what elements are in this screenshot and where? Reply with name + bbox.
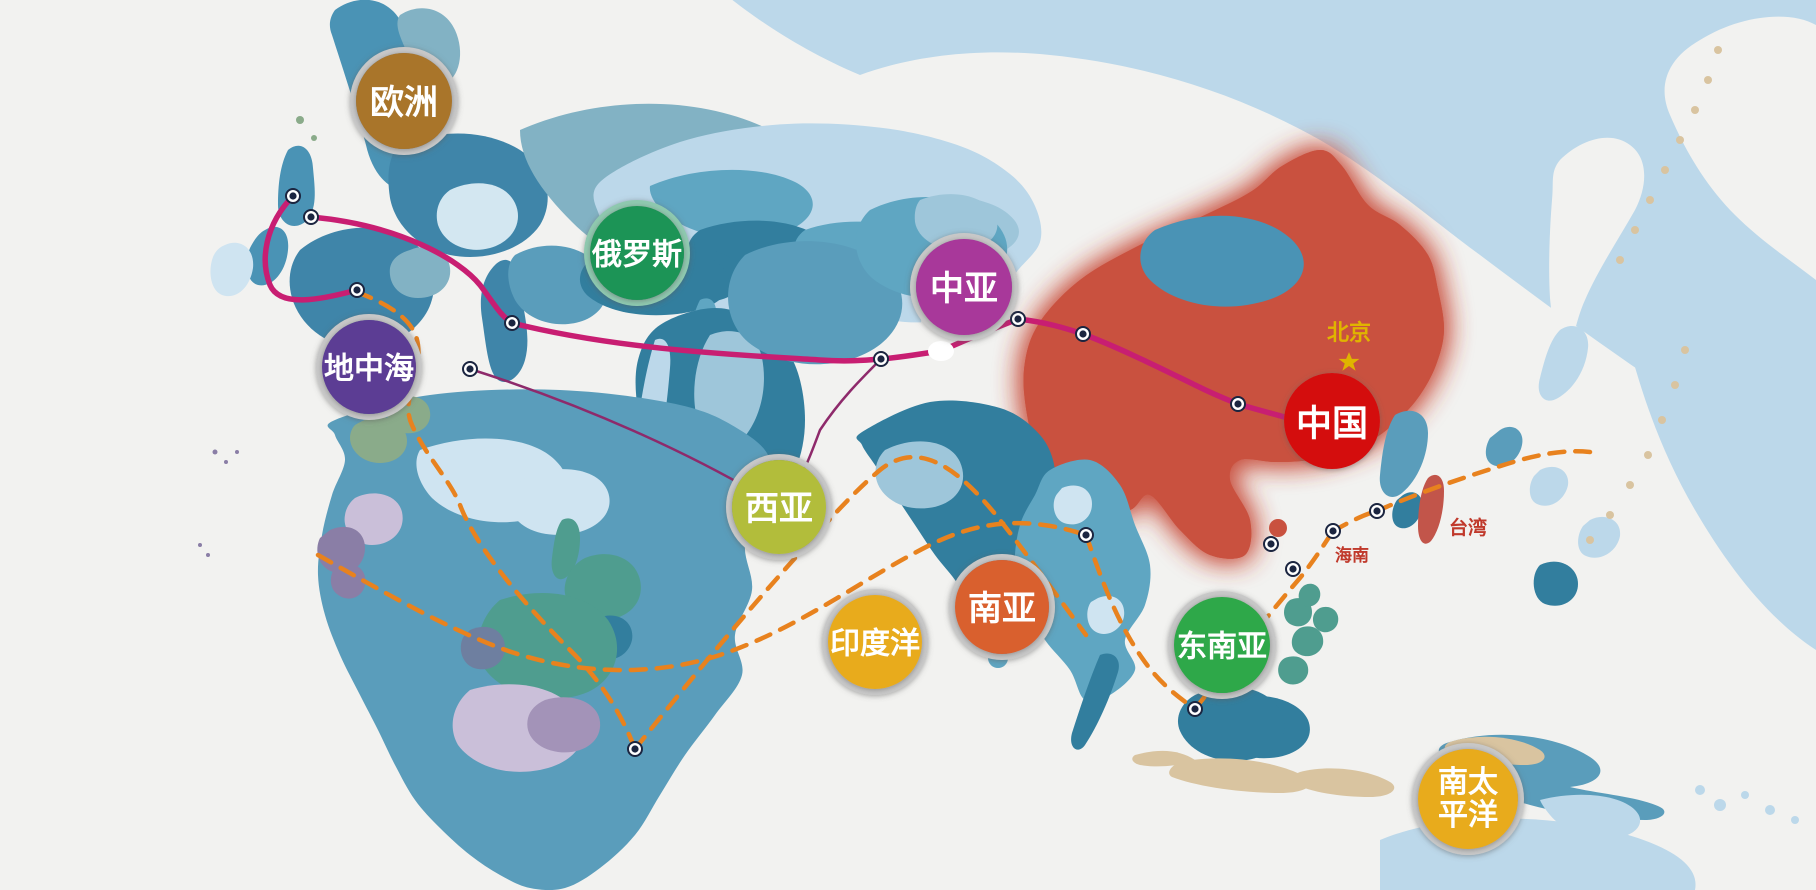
svg-text:中国: 中国 [1296,403,1368,444]
svg-text:印度洋: 印度洋 [830,628,920,661]
svg-text:平洋: 平洋 [1438,799,1498,832]
svg-text:海南: 海南 [1335,545,1369,565]
svg-text:俄罗斯: 俄罗斯 [591,239,682,272]
svg-text:地中海: 地中海 [324,353,414,386]
svg-text:东南亚: 东南亚 [1177,630,1267,664]
svg-text:南亚: 南亚 [968,590,1036,628]
svg-text:北京: 北京 [1327,320,1371,345]
svg-text:中亚: 中亚 [930,270,998,308]
svg-text:台湾: 台湾 [1449,516,1487,539]
svg-text:西亚: 西亚 [745,490,813,528]
svg-text:欧洲: 欧洲 [370,84,438,122]
svg-text:南太: 南太 [1438,766,1499,799]
